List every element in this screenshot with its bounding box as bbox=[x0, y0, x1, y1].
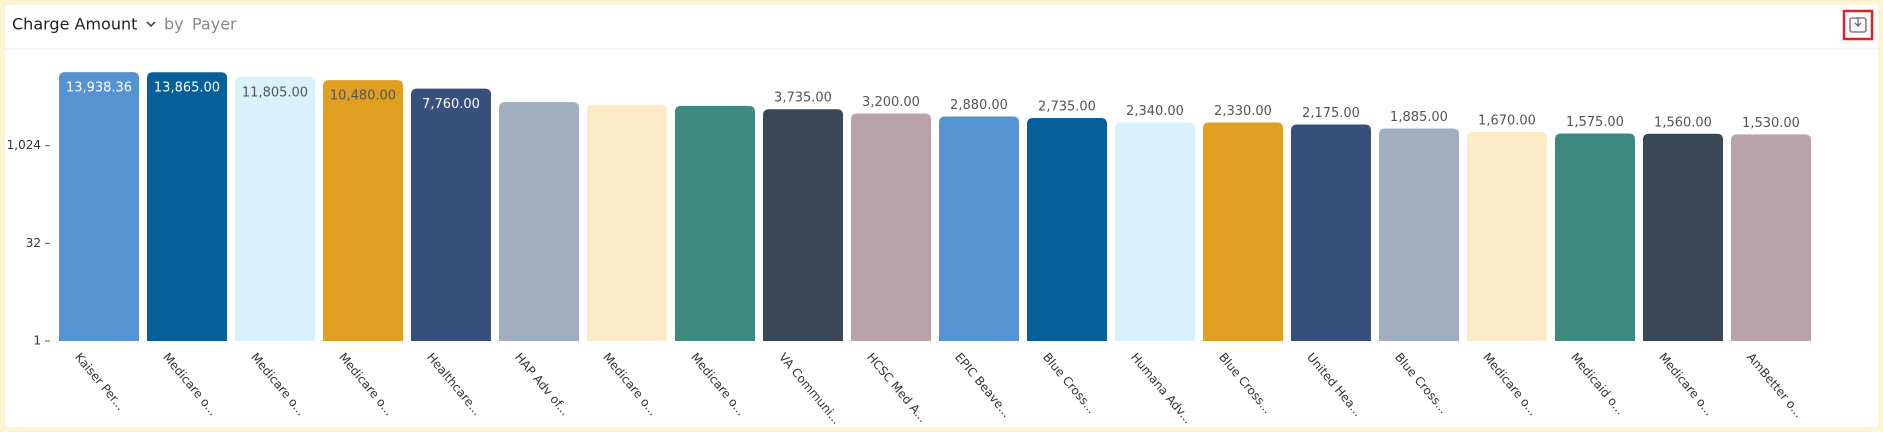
value-label: 2,330.00 bbox=[1214, 104, 1272, 119]
bar bbox=[323, 80, 403, 341]
bar bbox=[851, 113, 931, 342]
bar bbox=[1379, 128, 1459, 341]
y-tick-label: 32 bbox=[26, 236, 41, 250]
x-tick-label: Blue Cross... bbox=[1040, 350, 1099, 416]
value-label: 1,575.00 bbox=[1566, 115, 1624, 130]
download-button[interactable] bbox=[1842, 9, 1874, 41]
bar bbox=[59, 72, 139, 342]
value-label: 3,200.00 bbox=[862, 95, 920, 110]
bar bbox=[587, 104, 667, 341]
x-tick-label: EPIC Beave... bbox=[952, 350, 1014, 420]
dropdown-chevron[interactable] bbox=[146, 21, 156, 28]
group-by[interactable]: Payer bbox=[192, 15, 237, 34]
value-label: 1,885.00 bbox=[1390, 110, 1448, 125]
x-tick-label: VA Communi... bbox=[776, 350, 844, 427]
value-label: 1,530.00 bbox=[1742, 116, 1800, 131]
value-label: 13,865.00 bbox=[154, 81, 220, 96]
value-label: 2,340.00 bbox=[1126, 104, 1184, 119]
x-tick-label: Humana Adv... bbox=[1128, 350, 1195, 426]
y-tick-label: 1 bbox=[33, 334, 41, 348]
value-label: 1,560.00 bbox=[1654, 115, 1712, 130]
bar bbox=[1555, 133, 1635, 341]
bar bbox=[1027, 117, 1107, 341]
bar bbox=[147, 72, 227, 342]
measure-selector[interactable]: Charge Amount bbox=[12, 15, 137, 34]
bar bbox=[499, 102, 579, 342]
value-label: 2,880.00 bbox=[950, 98, 1008, 113]
x-tick-label: Medicare o... bbox=[688, 350, 748, 418]
x-tick-label: HAP Adv of... bbox=[512, 350, 572, 418]
value-label: 11,805.00 bbox=[242, 85, 308, 100]
value-label: 13,938.36 bbox=[66, 81, 132, 96]
bar bbox=[1731, 134, 1811, 341]
x-tick-label: Medicaid o... bbox=[1568, 350, 1628, 417]
bar bbox=[235, 76, 315, 341]
bar bbox=[411, 88, 491, 341]
by-label: by bbox=[164, 15, 184, 34]
x-tick-label: Kaiser Per... bbox=[72, 350, 128, 413]
bar bbox=[1467, 131, 1547, 341]
x-tick-label: Medicare o... bbox=[1480, 350, 1540, 418]
bar bbox=[1643, 133, 1723, 341]
bar bbox=[1203, 122, 1283, 342]
x-tick-label: HCSC Med A... bbox=[864, 350, 930, 425]
x-tick-label: Blue Cross... bbox=[1216, 350, 1275, 416]
value-label: 7,760.00 bbox=[422, 97, 480, 112]
x-tick-label: Medicare o... bbox=[600, 350, 660, 418]
value-label: 10,480.00 bbox=[330, 89, 396, 104]
y-tick-label: 1,024 bbox=[7, 138, 41, 152]
value-label: 2,175.00 bbox=[1302, 106, 1360, 121]
x-tick-label: Blue Cross... bbox=[1392, 350, 1451, 416]
value-label: 2,735.00 bbox=[1038, 99, 1096, 114]
bar bbox=[675, 105, 755, 342]
value-label: 1,670.00 bbox=[1478, 113, 1536, 128]
x-tick-label: Healthcare... bbox=[424, 350, 484, 418]
x-tick-label: Medicare o... bbox=[336, 350, 396, 418]
x-tick-label: Medicare o... bbox=[1656, 350, 1716, 418]
x-tick-label: United Hea... bbox=[1304, 350, 1365, 419]
value-label: 3,735.00 bbox=[774, 91, 832, 106]
bar bbox=[939, 116, 1019, 341]
x-tick-label: AmBetter o... bbox=[1744, 350, 1806, 420]
bar bbox=[1115, 122, 1195, 341]
bar bbox=[1291, 124, 1371, 342]
bar bbox=[763, 109, 843, 341]
x-tick-label: Medicare o... bbox=[160, 350, 220, 418]
x-tick-label: Medicare o... bbox=[248, 350, 308, 418]
